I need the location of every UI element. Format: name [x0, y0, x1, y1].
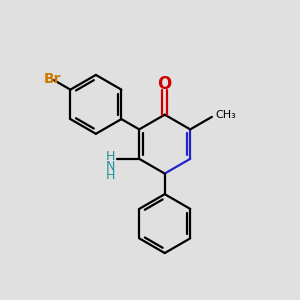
Text: H: H — [106, 169, 115, 182]
Text: N: N — [106, 160, 115, 173]
Text: CH₃: CH₃ — [215, 110, 236, 119]
Text: H: H — [106, 150, 115, 163]
Text: Br: Br — [44, 72, 61, 86]
Text: O: O — [158, 75, 172, 93]
